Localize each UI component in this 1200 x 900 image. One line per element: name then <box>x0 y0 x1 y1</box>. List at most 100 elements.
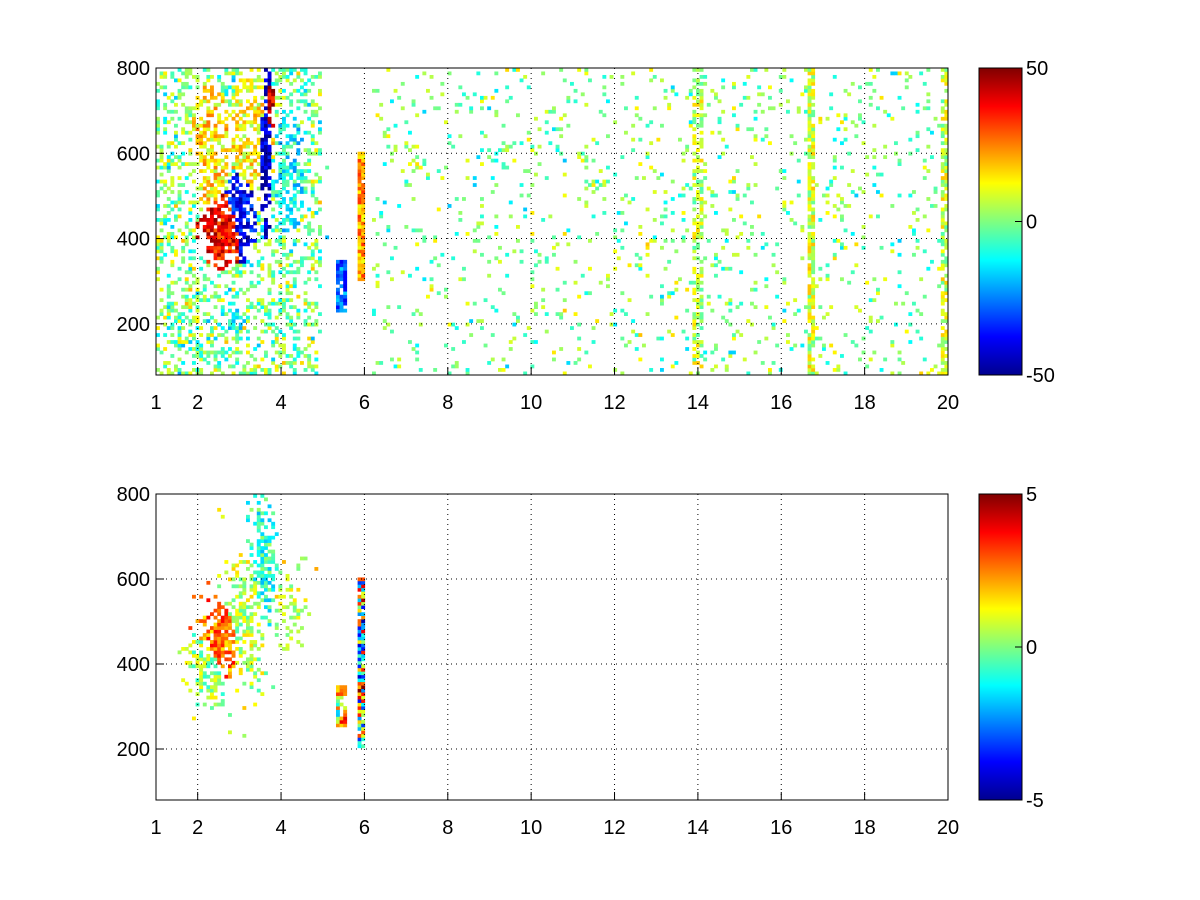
heatmap-cell <box>246 287 250 292</box>
heatmap-cell <box>699 319 704 323</box>
heatmap-cell <box>238 228 243 233</box>
heatmap-cell <box>256 521 261 526</box>
heatmap-cell <box>278 193 283 198</box>
heatmap-cell <box>213 364 218 369</box>
heatmap-cell <box>696 68 700 72</box>
heatmap-cell <box>228 172 232 177</box>
heatmap-cell <box>807 343 812 348</box>
heatmap-cell <box>282 361 286 365</box>
heatmap-cell <box>210 647 214 651</box>
heatmap-cell <box>825 273 830 278</box>
heatmap-cell <box>696 102 700 107</box>
heatmap-cell <box>235 144 240 149</box>
heatmap-cell <box>206 657 211 662</box>
heatmap-cell <box>789 200 794 205</box>
heatmap-cell <box>944 74 949 79</box>
heatmap-cell <box>714 211 718 215</box>
heatmap-cell <box>184 270 189 275</box>
heatmap-cell <box>660 294 664 299</box>
heatmap-cell <box>253 671 258 676</box>
heatmap-cell <box>318 228 322 233</box>
heatmap-cell <box>548 109 553 114</box>
heatmap-cell <box>256 85 261 90</box>
heatmap-cell <box>264 144 268 149</box>
heatmap-cell <box>260 692 265 696</box>
heatmap-cell <box>285 207 290 212</box>
heatmap-cell <box>692 95 697 100</box>
heatmap-cell <box>807 130 812 135</box>
heatmap-cell <box>238 116 243 121</box>
heatmap-cell <box>807 270 812 275</box>
heatmap-cell <box>703 162 708 166</box>
heatmap-cell <box>699 305 704 310</box>
heatmap-cell <box>210 706 214 710</box>
heatmap-cell <box>174 315 178 320</box>
heatmap-cell <box>357 650 362 655</box>
heatmap-cell <box>940 127 945 132</box>
heatmap-cell <box>361 706 366 710</box>
heatmap-cell <box>253 347 258 351</box>
heatmap-cell <box>213 102 218 107</box>
heatmap-cell <box>890 116 895 121</box>
heatmap-cell <box>274 71 279 76</box>
heatmap-cell <box>721 315 726 320</box>
heatmap-cell <box>310 179 315 184</box>
heatmap-cell <box>940 361 945 365</box>
heatmap-cell <box>620 81 625 86</box>
heatmap-cell <box>274 633 279 637</box>
heatmap-cell <box>771 252 776 257</box>
heatmap-cell <box>811 284 816 289</box>
heatmap-cell <box>249 612 254 617</box>
heatmap-cell <box>544 259 549 264</box>
heatmap-cell <box>282 350 286 355</box>
heatmap-cell <box>260 224 265 229</box>
heatmap-cell <box>922 81 927 86</box>
heatmap-cell <box>264 183 268 187</box>
heatmap-cell <box>433 238 438 243</box>
heatmap-cell <box>807 95 812 100</box>
heatmap-cell <box>228 245 232 250</box>
heatmap-cell <box>652 169 657 173</box>
heatmap-cell <box>192 653 196 658</box>
heatmap-cell <box>555 242 560 247</box>
heatmap-cell <box>696 78 700 83</box>
heatmap-cell <box>188 308 193 313</box>
heatmap-cell <box>807 116 812 121</box>
heatmap-cell <box>278 284 283 289</box>
heatmap-cell <box>811 245 816 250</box>
heatmap-cell <box>688 371 693 376</box>
heatmap-cell <box>271 252 276 257</box>
heatmap-cell <box>732 179 736 184</box>
heatmap-cell <box>786 301 790 306</box>
heatmap-cell <box>188 660 193 665</box>
heatmap-cell <box>404 141 409 146</box>
heatmap-cell <box>807 134 812 139</box>
heatmap-cell <box>307 116 312 121</box>
heatmap-cell <box>181 305 186 310</box>
heatmap-cell <box>166 95 171 100</box>
heatmap-cell <box>343 685 348 690</box>
heatmap-cell <box>501 141 506 146</box>
heatmap-cell <box>166 368 171 372</box>
heatmap-cell <box>260 120 265 125</box>
heatmap-cell <box>811 322 816 327</box>
heatmap-cell <box>699 99 704 104</box>
heatmap-cell <box>807 197 812 201</box>
heatmap-cell <box>213 186 218 191</box>
heatmap-cell <box>390 256 394 261</box>
heatmap-cell <box>753 68 758 72</box>
heatmap-cell <box>260 228 265 233</box>
heatmap-cell <box>343 716 348 721</box>
heatmap-cell <box>249 594 254 599</box>
heatmap-cell <box>429 74 434 79</box>
heatmap-cell <box>177 347 182 351</box>
heatmap-cell <box>793 141 798 146</box>
colorbar-tick-label: -50 <box>1026 365 1055 387</box>
heatmap-cell <box>188 643 193 648</box>
heatmap-cell <box>415 113 420 118</box>
heatmap-cell <box>739 270 744 275</box>
heatmap-cell <box>336 716 340 721</box>
heatmap-cell <box>210 214 214 219</box>
heatmap-cell <box>296 141 301 146</box>
heatmap-cell <box>264 671 268 676</box>
